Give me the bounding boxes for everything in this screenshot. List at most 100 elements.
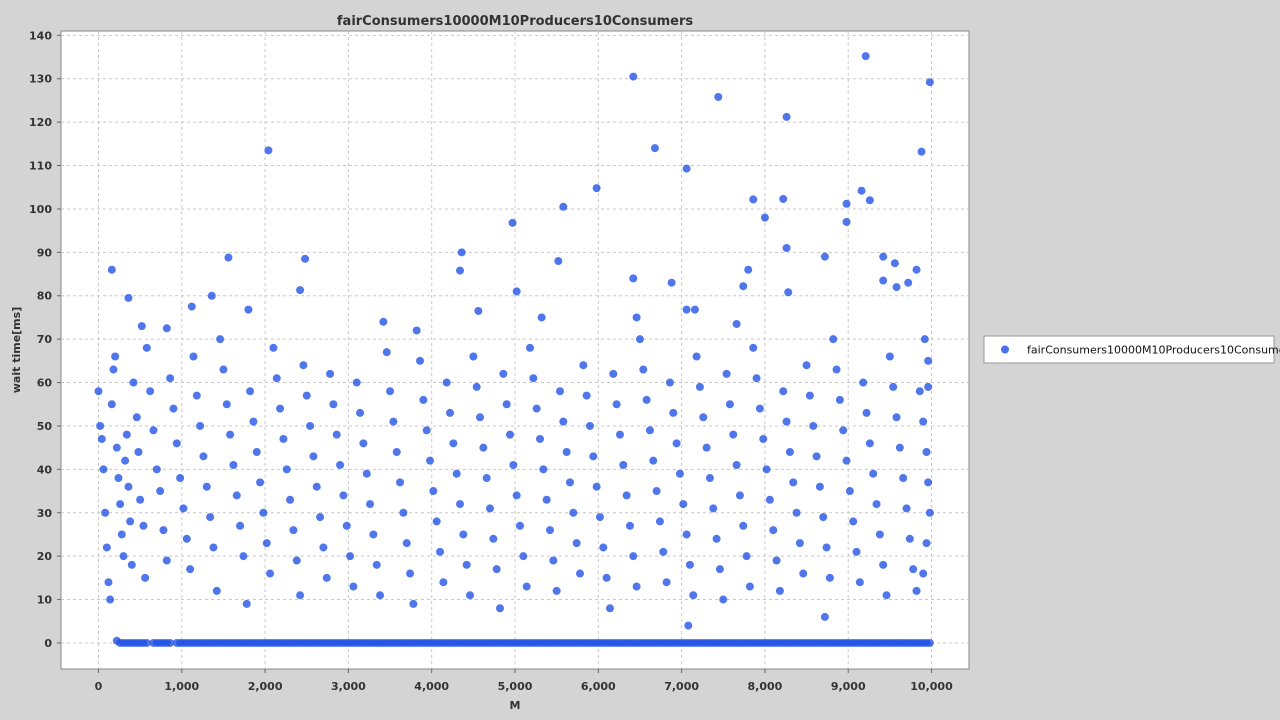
data-point bbox=[519, 552, 528, 561]
data-point bbox=[96, 421, 105, 430]
data-point bbox=[795, 539, 804, 548]
data-point bbox=[905, 534, 914, 543]
data-point bbox=[209, 543, 218, 552]
data-point bbox=[346, 552, 355, 561]
data-point bbox=[732, 461, 741, 470]
x-axis-ticks: 0 1,000 2,000 3,000 4,000 5,000 6,000 7,000 8,00… bbox=[95, 669, 953, 693]
data-point bbox=[239, 552, 248, 561]
data-point bbox=[825, 573, 834, 582]
data-point bbox=[612, 400, 621, 409]
data-point bbox=[812, 452, 821, 461]
data-point bbox=[262, 539, 271, 548]
data-point bbox=[492, 565, 501, 574]
data-point bbox=[206, 513, 215, 522]
data-point bbox=[279, 434, 288, 443]
data-point bbox=[282, 465, 291, 474]
data-point bbox=[690, 305, 699, 314]
y-tick-label: 130 bbox=[29, 73, 52, 86]
data-point bbox=[246, 387, 255, 396]
data-point bbox=[508, 218, 517, 227]
data-point bbox=[457, 248, 466, 257]
data-point bbox=[709, 504, 718, 513]
data-point bbox=[869, 469, 878, 478]
data-point bbox=[642, 395, 651, 404]
data-point bbox=[142, 343, 151, 352]
data-point bbox=[689, 591, 698, 600]
data-point bbox=[502, 400, 511, 409]
data-point bbox=[462, 560, 471, 569]
data-point bbox=[432, 517, 441, 526]
data-point bbox=[302, 391, 311, 400]
data-point bbox=[525, 343, 534, 352]
data-point bbox=[522, 582, 531, 591]
legend-marker bbox=[1001, 345, 1009, 354]
data-point bbox=[857, 186, 866, 195]
data-point bbox=[842, 456, 851, 465]
data-point bbox=[539, 465, 548, 474]
data-point bbox=[820, 612, 829, 621]
data-point bbox=[101, 508, 110, 517]
data-point bbox=[207, 291, 216, 300]
x-tick-label: 9,000 bbox=[831, 680, 866, 693]
data-point bbox=[875, 530, 884, 539]
data-point bbox=[439, 578, 448, 587]
data-point bbox=[639, 365, 648, 374]
data-point bbox=[104, 578, 113, 587]
data-point bbox=[592, 184, 601, 193]
data-point bbox=[259, 508, 268, 517]
data-point bbox=[925, 78, 934, 87]
data-point bbox=[124, 293, 133, 302]
data-point bbox=[899, 474, 908, 483]
data-point bbox=[635, 335, 644, 344]
x-tick-label: 4,000 bbox=[414, 680, 449, 693]
data-point bbox=[842, 217, 851, 226]
data-point bbox=[650, 144, 659, 153]
data-point bbox=[186, 565, 195, 574]
data-point bbox=[119, 552, 128, 561]
data-point bbox=[775, 586, 784, 595]
data-point bbox=[912, 586, 921, 595]
data-point bbox=[760, 213, 769, 222]
data-point bbox=[127, 560, 136, 569]
y-tick-label: 30 bbox=[37, 507, 53, 520]
data-point bbox=[559, 202, 568, 211]
data-point bbox=[122, 430, 131, 439]
data-point bbox=[472, 382, 481, 391]
y-tick-label: 70 bbox=[37, 333, 53, 346]
data-point bbox=[679, 500, 688, 509]
data-point bbox=[292, 556, 301, 565]
y-axis-label: wait time[ms] bbox=[10, 307, 23, 393]
data-point bbox=[714, 92, 723, 101]
data-point bbox=[416, 356, 425, 365]
data-point bbox=[456, 266, 465, 275]
data-point bbox=[129, 378, 138, 387]
data-point bbox=[356, 408, 365, 417]
data-point bbox=[139, 521, 148, 530]
data-point bbox=[649, 456, 658, 465]
data-points bbox=[94, 52, 934, 647]
data-point bbox=[885, 352, 894, 361]
data-point bbox=[392, 447, 401, 456]
data-point bbox=[264, 146, 273, 155]
data-point bbox=[735, 491, 744, 500]
data-point bbox=[111, 352, 120, 361]
data-point bbox=[815, 482, 824, 491]
data-point bbox=[306, 421, 315, 430]
data-point bbox=[252, 447, 261, 456]
data-point bbox=[369, 530, 378, 539]
data-point bbox=[782, 112, 791, 121]
data-point bbox=[855, 578, 864, 587]
data-point bbox=[162, 324, 171, 333]
data-point bbox=[924, 478, 933, 487]
data-point bbox=[459, 530, 468, 539]
data-point bbox=[722, 369, 731, 378]
data-point bbox=[702, 443, 711, 452]
data-point bbox=[114, 474, 123, 483]
data-point bbox=[559, 417, 568, 426]
y-tick-label: 60 bbox=[37, 377, 53, 390]
data-point bbox=[632, 582, 641, 591]
data-point bbox=[915, 387, 924, 396]
data-point bbox=[532, 404, 541, 413]
data-point bbox=[865, 439, 874, 448]
data-point bbox=[924, 382, 933, 391]
